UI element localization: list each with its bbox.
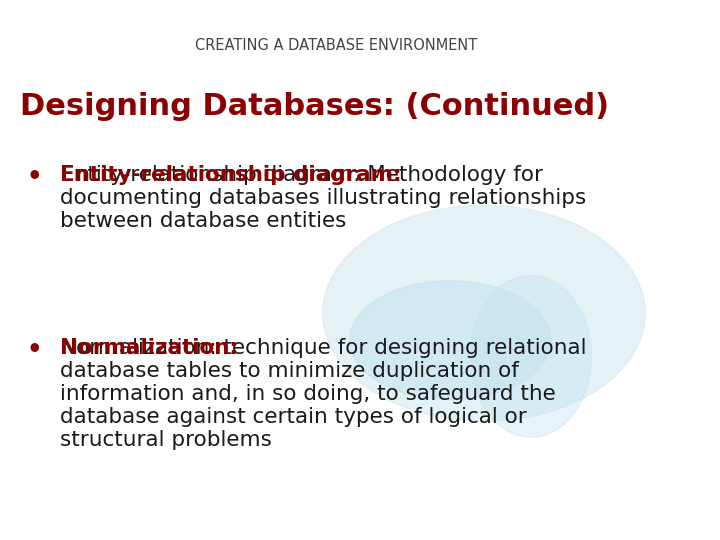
Ellipse shape — [349, 281, 551, 400]
Text: CREATING A DATABASE ENVIRONMENT: CREATING A DATABASE ENVIRONMENT — [195, 38, 477, 53]
Text: •: • — [27, 338, 42, 361]
Text: Entity-relationship diagram:: Entity-relationship diagram: — [60, 165, 402, 185]
Ellipse shape — [323, 205, 645, 421]
Text: Normalization:: Normalization: — [60, 338, 238, 357]
Text: Designing Databases: (Continued): Designing Databases: (Continued) — [20, 92, 609, 121]
Text: •: • — [27, 165, 42, 188]
Ellipse shape — [470, 275, 591, 437]
Text: Entity-relationship diagram: Methodology for
documenting databases illustrating : Entity-relationship diagram: Methodology… — [60, 165, 587, 231]
Text: Normalization: technique for designing relational
database tables to minimize du: Normalization: technique for designing r… — [60, 338, 587, 450]
